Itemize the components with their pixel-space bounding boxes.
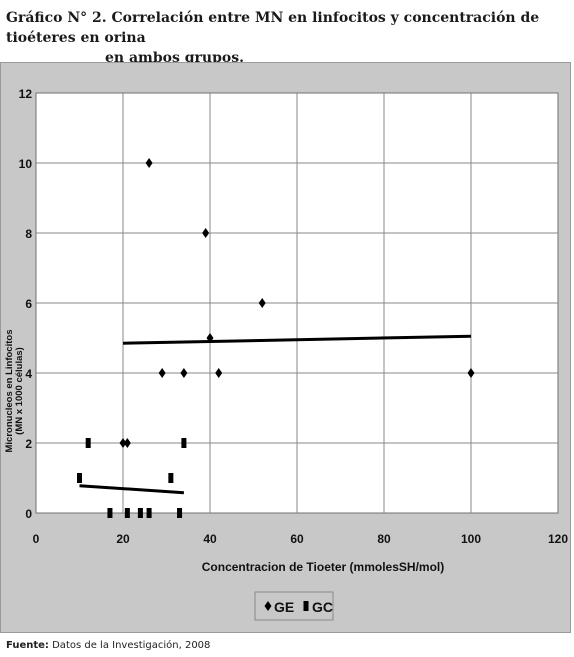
- legend-label-ge: GE: [274, 599, 294, 615]
- point-gc: [124, 508, 130, 518]
- figure-caption: Gráfico N° 2. Correlación entre MN en li…: [6, 8, 572, 68]
- y-axis-ticks: 0 2 4 6 8 10 12: [19, 87, 33, 521]
- x-tick-label: 100: [461, 532, 481, 546]
- point-ge: [215, 368, 223, 378]
- y-tick-label: 6: [25, 297, 32, 311]
- trendline-ge: [122, 334, 472, 345]
- trendline-gc: [79, 484, 185, 495]
- y-tick-label: 2: [25, 437, 32, 451]
- x-tick-label: 0: [33, 532, 40, 546]
- y-tick-label: 0: [25, 507, 32, 521]
- y-tick-label: 10: [19, 157, 33, 171]
- y-axis-label-line1: Micronucleos en Linfocitos: [4, 330, 15, 453]
- point-ge: [119, 438, 127, 448]
- legend-marker-ge: [264, 601, 272, 611]
- legend-marker-gc: [303, 601, 309, 611]
- x-tick-label: 120: [548, 532, 568, 546]
- point-gc: [181, 438, 187, 448]
- y-tick-label: 12: [19, 87, 33, 101]
- trendlines: [79, 334, 472, 495]
- point-gc: [137, 508, 143, 518]
- chart: 0 20 40 60 80 100 120 0 2 4 6 8 10 12 Concentracion …: [4, 87, 569, 621]
- point-gc: [107, 508, 113, 518]
- source-label: Fuente:: [6, 640, 49, 651]
- x-tick-label: 20: [116, 532, 130, 546]
- point-gc: [85, 438, 91, 448]
- point-gc: [168, 473, 174, 483]
- x-axis-ticks: 0 20 40 60 80 100 120: [33, 532, 569, 546]
- point-gc: [146, 508, 152, 518]
- y-tick-label: 4: [25, 367, 32, 381]
- x-axis-label: Concentracion de Tioeter (mmolesSH/mol): [202, 560, 445, 574]
- legend-label-gc: GC: [312, 599, 333, 615]
- point-gc: [177, 508, 183, 518]
- point-ge: [258, 298, 266, 308]
- source-text: Datos de la Investigación, 2008: [52, 640, 211, 651]
- point-ge: [206, 333, 214, 343]
- point-ge: [158, 368, 166, 378]
- caption-line1: Correlación entre MN en linfocitos y con…: [6, 10, 540, 46]
- x-tick-label: 80: [377, 532, 391, 546]
- point-gc: [77, 473, 82, 483]
- x-tick-label: 60: [290, 532, 304, 546]
- source-note: Fuente: Datos de la Investigación, 2008: [6, 640, 210, 651]
- point-ge: [180, 368, 188, 378]
- point-ge: [202, 228, 210, 238]
- y-tick-label: 8: [25, 227, 32, 241]
- point-ge: [145, 158, 153, 168]
- legend-items: GE GC: [264, 599, 333, 615]
- x-tick-label: 40: [203, 532, 217, 546]
- grid-lines: [36, 93, 558, 513]
- caption-prefix: Gráfico N° 2.: [6, 10, 107, 26]
- y-axis-label-line2: (MN x 1000 células): [14, 347, 25, 435]
- point-ge: [123, 438, 131, 448]
- data-points: [77, 158, 475, 518]
- legend: GE GC: [254, 591, 334, 621]
- point-ge: [467, 368, 475, 378]
